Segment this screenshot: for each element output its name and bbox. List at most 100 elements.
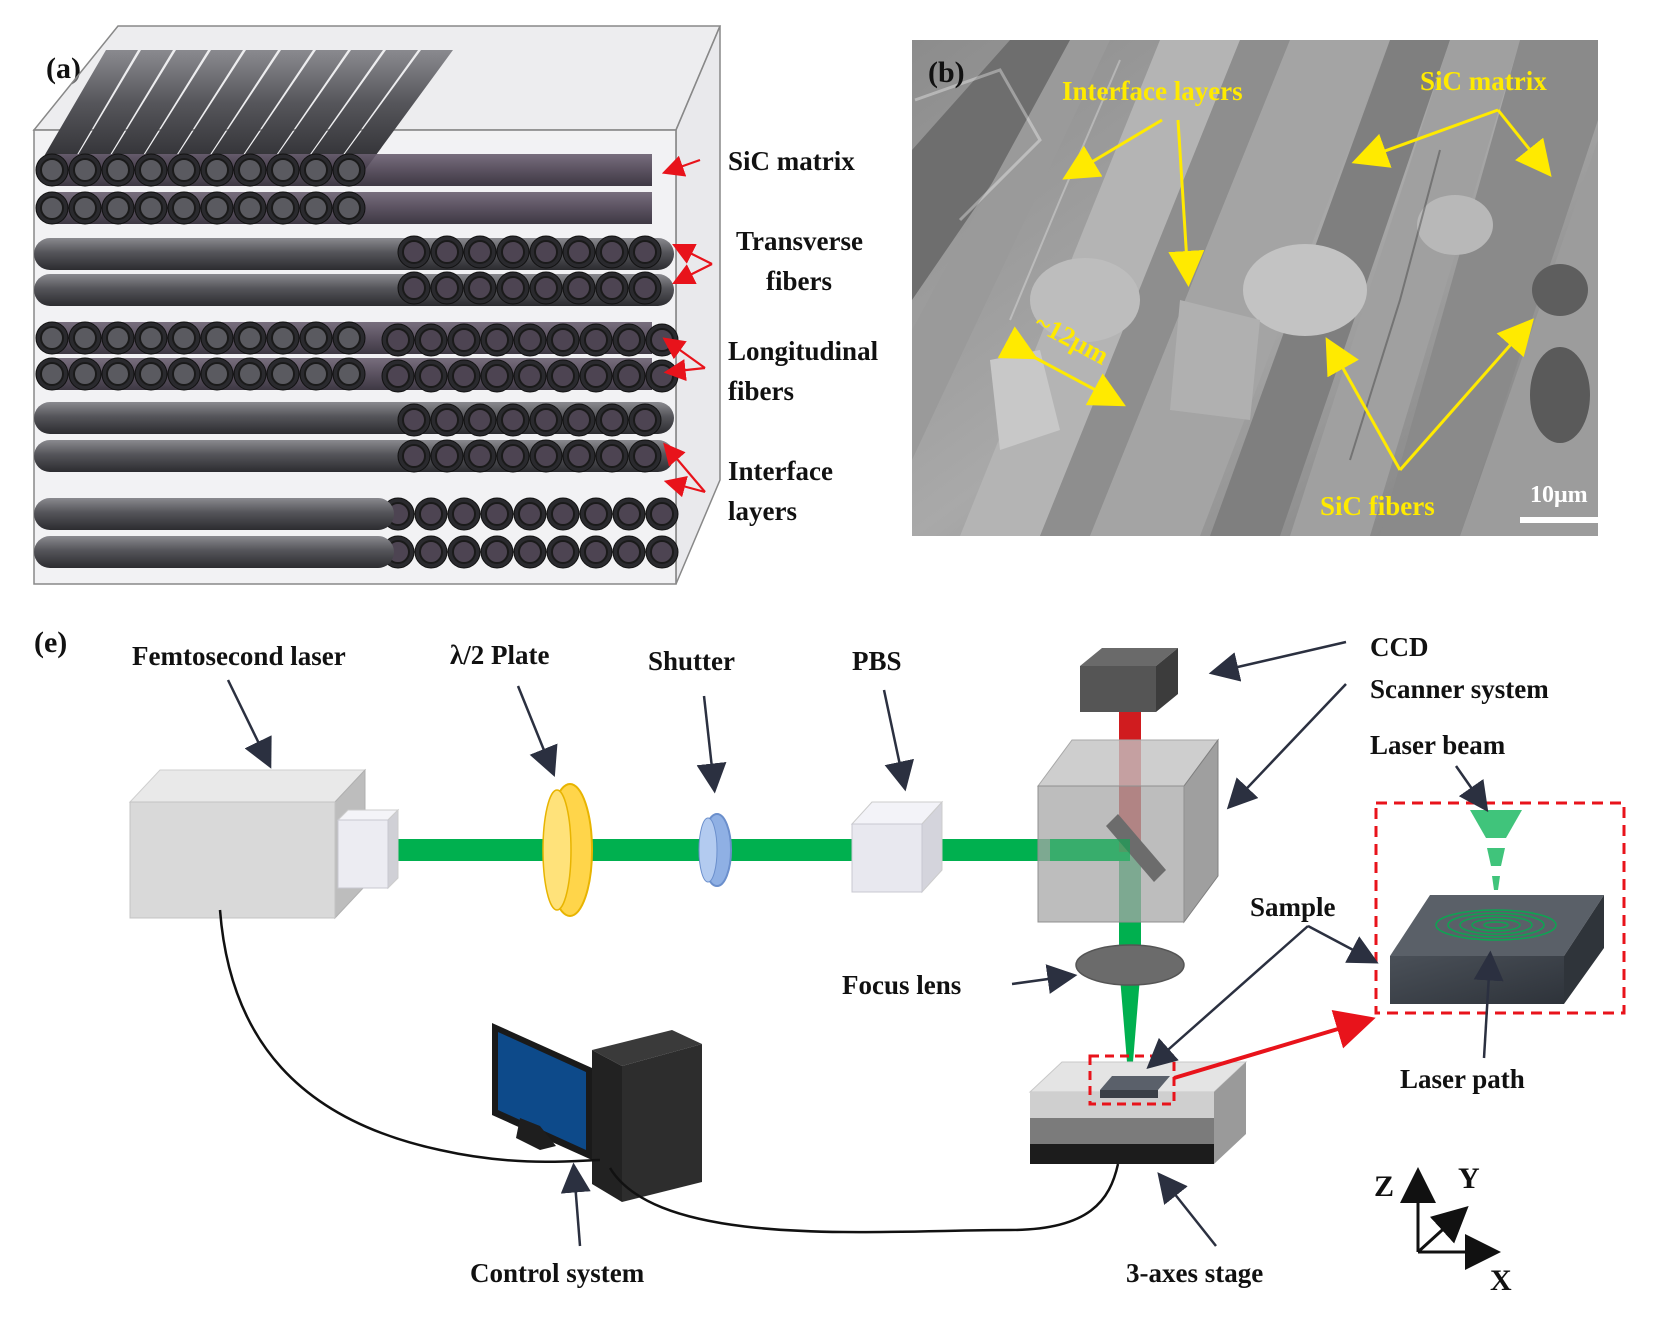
fiber-end-core (600, 408, 624, 432)
sem-label-matrix: SiC matrix (1420, 66, 1547, 96)
fiber-end-core (633, 276, 657, 300)
laser-cable (218, 909, 601, 1164)
fiber-end-core (485, 364, 509, 388)
fiber-end-core (534, 444, 558, 468)
fiber-end-core (106, 362, 130, 386)
stage-cable (608, 1163, 1120, 1234)
fiber-end-core (551, 540, 575, 564)
fiber-end-core (650, 540, 674, 564)
inset-dashed-box (1374, 801, 1626, 1015)
fiber-end-core (551, 328, 575, 352)
fiber-end-core (73, 158, 97, 182)
fiber-depth (135, 50, 243, 170)
fiber-end-core (633, 240, 657, 264)
label-femtosecond-laser: Femtosecond laser (132, 641, 346, 671)
fiber-end-core (73, 326, 97, 350)
fiber-end-core (172, 326, 196, 350)
scale-bar-label: 10μm (1530, 482, 1588, 508)
femtosecond-laser-box (128, 768, 400, 920)
focused-beam (1119, 965, 1141, 1062)
fiber-end-core (271, 326, 295, 350)
fiber-end-core (534, 408, 558, 432)
fiber-end-core (501, 276, 525, 300)
fiber-end-core (617, 540, 641, 564)
fiber-end-core (337, 362, 361, 386)
fiber-depth (234, 50, 348, 170)
fiber-end-core (468, 408, 492, 432)
fiber-end-core (518, 502, 542, 526)
fiber-depth (267, 50, 383, 170)
fiber-end-core (40, 158, 64, 182)
scanner-system-box (1037, 738, 1219, 924)
sem-label-interface: Interface layers (1062, 76, 1243, 106)
fiber-end-core (551, 502, 575, 526)
fiber-end-core (633, 408, 657, 432)
fiber-depth (333, 50, 453, 170)
fiber-end-core (501, 240, 525, 264)
ccd-camera (1080, 648, 1178, 712)
panel-e-setup: (e) (34, 626, 1626, 1297)
fiber-end-core (518, 364, 542, 388)
y-axis-arrow (1416, 1205, 1469, 1254)
label-sample: Sample (1250, 892, 1336, 922)
axis-label-x: X (1490, 1264, 1512, 1297)
label-control-system: Control system (470, 1258, 645, 1288)
fiber-end-core (40, 326, 64, 350)
fiber-end-core (584, 364, 608, 388)
fiber-end-core (419, 540, 443, 564)
fiber-end-core (501, 444, 525, 468)
panel-b-sem-image: (b) Interface layers SiC matrix SiC fibe… (912, 40, 1612, 536)
fiber-end-core (485, 502, 509, 526)
label-half-wave-plate: λ/2 Plate (450, 640, 549, 670)
fiber-end-core (567, 276, 591, 300)
fiber-end-core (452, 502, 476, 526)
axis-label-z: Z (1374, 1170, 1394, 1203)
fiber-end-core (584, 540, 608, 564)
fiber-depth (102, 50, 208, 170)
fiber-end-core (468, 276, 492, 300)
fiber-end-core (238, 158, 262, 182)
fiber-end-core (402, 408, 426, 432)
label-laser-beam: Laser beam (1370, 730, 1506, 760)
fiber-end-core (633, 444, 657, 468)
fiber-end-core (600, 240, 624, 264)
panel-a-arrows (661, 155, 713, 498)
fiber-end-core (617, 502, 641, 526)
fiber-end-core (518, 540, 542, 564)
setup-pointer-arrows (226, 640, 1504, 1247)
inset-sample (1390, 810, 1604, 1004)
fiber-end-core (172, 196, 196, 220)
label-longitudinal-2: fibers (728, 376, 794, 406)
fiber-depth (201, 50, 313, 170)
fiber-end-core (139, 326, 163, 350)
fiber-end-core (419, 328, 443, 352)
fiber-end-core (40, 196, 64, 220)
fiber-end-core (73, 196, 97, 220)
panel-e-label: (e) (34, 626, 67, 659)
fiber-depth (36, 50, 138, 170)
label-focus-lens: Focus lens (842, 970, 961, 1000)
fiber-end-core (650, 502, 674, 526)
label-scanner-system: Scanner system (1370, 674, 1549, 704)
label-transverse-2: fibers (766, 266, 832, 296)
fiber-end-core (584, 328, 608, 352)
fiber-end-core (567, 240, 591, 264)
fiber-end-core (106, 326, 130, 350)
fiber-end-core (271, 362, 295, 386)
sem-label-fibers: SiC fibers (1320, 491, 1435, 521)
inset-beam-cone-1 (1470, 810, 1522, 838)
fiber-end-core (419, 502, 443, 526)
label-longitudinal-1: Longitudinal (728, 336, 879, 366)
fiber-end-core (40, 362, 64, 386)
fiber-end-core (617, 364, 641, 388)
sem-arrows (997, 108, 1552, 471)
fiber-end-core (435, 276, 459, 300)
fiber-end-core (468, 240, 492, 264)
fiber-depth (69, 50, 173, 170)
fiber-end-core (304, 196, 328, 220)
label-transverse-1: Transverse (736, 226, 863, 256)
fiber-end-core (271, 196, 295, 220)
fiber-end-core (468, 444, 492, 468)
fiber-end-core (337, 326, 361, 350)
fiber-end-core (650, 328, 674, 352)
